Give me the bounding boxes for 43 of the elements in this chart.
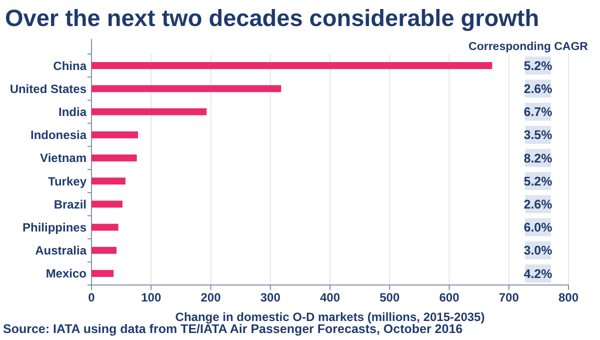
- y-tick-label: Brazil: [54, 197, 86, 212]
- bar: [92, 62, 492, 70]
- source-note: Source: IATA using data from TE/IATA Air Passenger Forecasts, October 2016: [3, 322, 463, 336]
- y-tick-label: Australia: [35, 244, 87, 258]
- chart-title: Over the next two decades considerable growth: [5, 5, 540, 31]
- y-tick-label: Philippines: [22, 220, 87, 234]
- annotation: 5.2%: [524, 174, 552, 188]
- y-tick-label: China: [53, 58, 87, 73]
- annotation: 3.0%: [524, 244, 552, 258]
- annotation: 5.2%: [524, 58, 552, 73]
- annotation: 4.2%: [524, 266, 552, 281]
- bar: [92, 200, 123, 208]
- annotation: 8.2%: [524, 151, 552, 166]
- bar: [92, 270, 114, 277]
- x-tick-label: 800: [558, 290, 579, 305]
- annotation: 2.6%: [524, 198, 552, 212]
- bar: [92, 246, 117, 254]
- bar: [92, 154, 137, 162]
- y-tick-label: Vietnam: [40, 151, 86, 166]
- x-tick-label: 500: [380, 290, 400, 305]
- annotation: 2.6%: [524, 82, 552, 96]
- x-axis-title: Change in domestic O-D markets (millions, 2015-2035): [175, 310, 485, 324]
- x-tick-label: 700: [498, 290, 520, 305]
- y-tick-label: United States: [10, 82, 87, 96]
- bar: [92, 178, 126, 185]
- y-tick-label: India: [58, 104, 87, 119]
- x-tick-label: 100: [141, 290, 162, 305]
- annotation: 6.7%: [524, 105, 552, 120]
- bar: [92, 224, 118, 231]
- x-tick-label: 0: [88, 290, 96, 305]
- x-tick-label: 200: [200, 290, 222, 305]
- y-tick-label: Mexico: [46, 266, 86, 281]
- x-tick-label: 400: [320, 290, 340, 305]
- bar: [92, 85, 282, 92]
- y-tick-label: Indonesia: [30, 128, 87, 142]
- x-tick-label: 600: [439, 290, 460, 305]
- annotation: 3.5%: [524, 128, 552, 142]
- text: Corresponding CAGR: [468, 41, 589, 53]
- y-tick-label: Turkey: [48, 174, 87, 188]
- annotation: 6.0%: [524, 220, 552, 235]
- x-tick-label: 300: [260, 290, 281, 305]
- bar: [92, 131, 138, 138]
- bar: [92, 108, 207, 116]
